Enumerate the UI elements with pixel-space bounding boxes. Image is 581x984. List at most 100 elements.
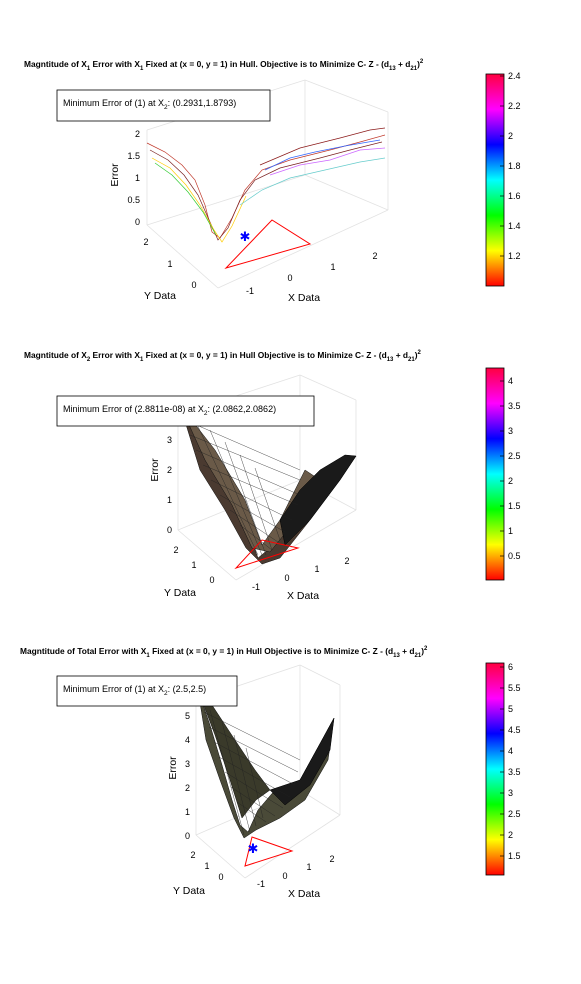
panel-1-z-tick: 1.5 [127,151,140,161]
panel-2-colorbar-tick: 3 [508,426,513,436]
panel-3-colorbar-tick: 3.5 [508,767,521,777]
panel-1-hull-triangle [224,219,312,269]
panel-3-x-tick: 0 [282,871,287,881]
panel-1-z-label: Error [109,163,121,187]
panel-2-annotation: Minimum Error of (2.8811e-08) at X2: (2.… [56,395,315,427]
panel-2-z-tick: 0 [167,525,172,535]
panel-1-surface [146,127,386,243]
panel-3-x-label: X Data [288,888,320,900]
panel-2-y-tick: 2 [173,545,178,555]
panel-3-min-marker: ✱ [248,841,259,856]
panel-2-z-label: Error [149,458,161,482]
panel-3-z-tick: 5 [185,711,190,721]
panel-1-colorbar-tick: 1.8 [508,161,521,171]
panel-3-annotation: Minimum Error of (1) at X2: (2.5,2.5) [56,675,238,707]
panel-1-x-label: X Data [288,292,320,304]
panel-3-z-label: Error [167,756,179,780]
panel-2-colorbar-tick: 2.5 [508,451,521,461]
panel-3-z-tick: 2 [185,783,190,793]
panel-1-colorbar-tick: 1.6 [508,191,521,201]
panel-1-x-tick: 1 [330,262,335,272]
panel-1-x-tick: -1 [246,286,254,296]
panel-1: Magntitude of X1 Error with X1 Fixed at … [24,59,521,304]
panel-1-colorbar-tick: 1.2 [508,251,521,261]
panel-3-colorbar-tick: 2.5 [508,809,521,819]
panel-1-colorbar-tick: 2.2 [508,101,521,111]
panel-1-colorbar-tick: 1.4 [508,221,521,231]
panel-3-x-tick: 1 [306,862,311,872]
panel-3-hull-triangle [244,836,294,867]
panel-1-z-tick: 2 [135,129,140,139]
panel-3-x-ticks: -1 0 1 2 [257,854,335,889]
panel-2: Magntitude of X2 Error with X1 Fixed at … [24,350,521,602]
panel-2-z-tick: 2 [167,465,172,475]
panel-1-z-tick: 0 [135,217,140,227]
panel-3-colorbar-gradient [485,662,505,876]
panel-3-colorbar-tick: 5 [508,704,513,714]
panel-2-colorbar-tick: 3.5 [508,401,521,411]
panel-3-y-tick: 0 [218,872,223,882]
panel-3-colorbar-tick: 6 [508,662,513,672]
panel-3-colorbar-tick: 5.5 [508,683,521,693]
panel-2-x-tick: 0 [284,573,289,583]
panel-2-hull-triangle [234,539,300,570]
panel-1-x-ticks: -1 0 1 2 [246,251,378,296]
panel-2-x-tick: 1 [314,564,319,574]
panel-3-colorbar-tick: 3 [508,788,513,798]
panel-2-z-tick: 3 [167,435,172,445]
panel-2-y-label: Y Data [164,587,196,599]
panel-1-colorbar: 1.2 1.4 1.6 1.8 2 2.2 2.4 [485,71,521,287]
panel-1-colorbar-tick: 2 [508,131,513,141]
panel-3-z-tick: 4 [185,735,190,745]
panel-2-x-tick: -1 [252,582,260,592]
panel-3-x-tick: -1 [257,879,265,889]
panel-3-title: Magntitude of Total Error with X1 Fixed … [20,646,428,659]
panel-2-x-label: X Data [287,590,319,602]
panel-3-surface [197,689,335,839]
panel-1-y-tick: 0 [191,280,196,290]
panel-3-colorbar-tick: 2 [508,830,513,840]
panel-2-colorbar-tick: 2 [508,476,513,486]
panel-2-title: Magntitude of X2 Error with X1 Fixed at … [24,350,422,363]
panel-1-y-ticks: 2 1 0 [143,237,196,290]
panel-2-colorbar-tick: 1.5 [508,501,521,511]
panel-2-annotation-text: Minimum Error of (2.8811e-08) at X2: (2.… [63,404,276,417]
panel-3-y-label: Y Data [173,885,205,897]
panel-1-y-label: Y Data [144,290,176,302]
panel-1-annotation: Minimum Error of (1) at X2: (0.2931,1.87… [56,89,271,122]
panel-3-colorbar-tick: 1.5 [508,851,521,861]
panel-3-annotation-text: Minimum Error of (1) at X2: (2.5,2.5) [63,684,206,697]
panel-2-y-tick: 0 [209,575,214,585]
panel-3-y-ticks: 2 1 0 [190,850,223,882]
panel-2-x-tick: 2 [344,556,349,566]
panel-3-colorbar-tick: 4 [508,746,513,756]
panel-2-surface [179,404,357,565]
panel-1-y-tick: 2 [143,237,148,247]
panel-3-z-tick: 1 [185,807,190,817]
panel-1-z-tick: 1 [135,173,140,183]
panel-2-colorbar-tick: 1 [508,526,513,536]
panel-1-colorbar-gradient [485,73,505,287]
panel-3: Magntitude of Total Error with X1 Fixed … [20,646,521,900]
panel-3-z-tick: 0 [185,831,190,841]
panel-1-axes-box [146,79,389,289]
panel-2-colorbar-tick: 0.5 [508,551,521,561]
panel-1-annotation-text: Minimum Error of (1) at X2: (0.2931,1.87… [63,98,236,111]
panel-3-y-tick: 1 [204,861,209,871]
panel-1-y-tick: 1 [167,259,172,269]
panel-1-z-tick: 0.5 [127,195,140,205]
panel-1-colorbar-tick: 2.4 [508,71,521,81]
panel-3-colorbar-tick: 4.5 [508,725,521,735]
panel-3-y-tick: 2 [190,850,195,860]
panel-2-x-ticks: -1 0 1 2 [252,556,350,592]
panel-3-x-tick: 2 [329,854,334,864]
panel-1-title: Magntitude of X1 Error with X1 Fixed at … [24,59,424,72]
panel-2-z-tick: 1 [167,495,172,505]
panel-1-x-tick: 0 [287,273,292,283]
panel-2-y-ticks: 2 1 0 [173,545,214,585]
panel-2-colorbar-tick: 4 [508,376,513,386]
panel-2-y-tick: 1 [191,560,196,570]
panel-3-z-ticks: 5 4 3 2 1 0 [185,711,190,841]
panel-1-z-ticks: 2 1.5 1 0.5 0 [127,129,140,227]
